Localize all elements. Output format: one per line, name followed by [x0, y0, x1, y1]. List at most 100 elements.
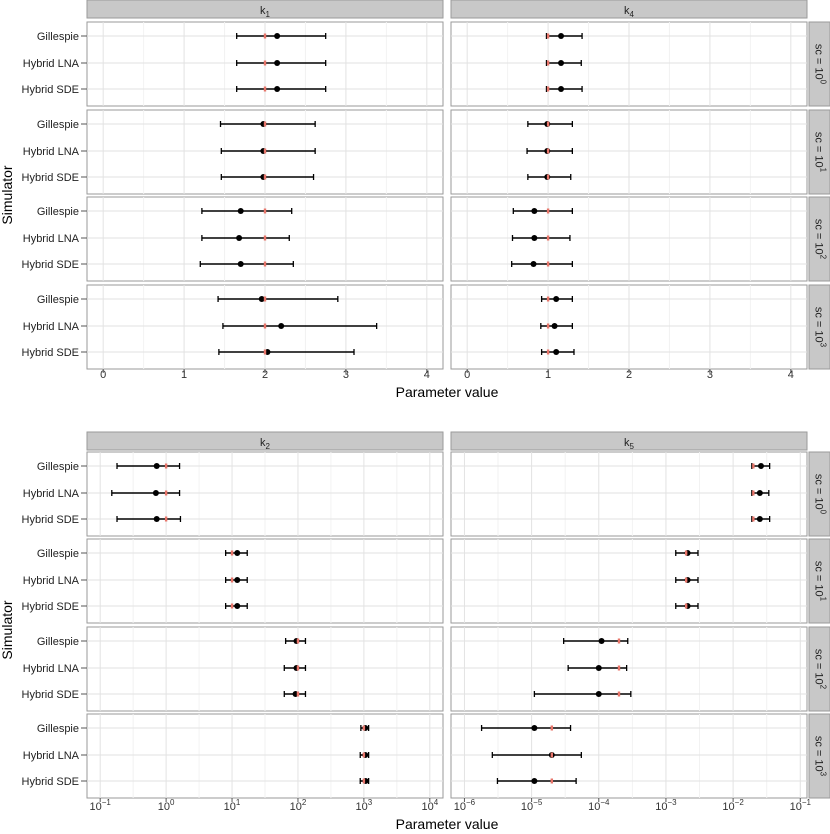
x-tick-label: 10−5 — [521, 798, 543, 813]
sc-strip-text: sc = 10 — [813, 474, 825, 510]
row-label: Hybrid SDE — [22, 689, 79, 701]
x-tick-exponent: 4 — [434, 798, 439, 807]
x-tick-label: 102 — [290, 798, 307, 813]
param-subscript: 5 — [630, 442, 635, 451]
sc-strip — [808, 713, 830, 799]
x-tick-label: 4 — [788, 369, 794, 381]
x-tick-label: 2 — [262, 369, 268, 381]
x-tick-label: 101 — [224, 798, 241, 813]
x-tick-label: 10−1 — [790, 798, 812, 813]
x-tick-text: 3 — [707, 369, 713, 381]
sc-strip-label: sc = 103 — [813, 307, 828, 348]
x-tick-exponent: 2 — [302, 798, 307, 807]
sc-strip-text: sc = 10 — [813, 132, 825, 168]
row-label: Gillespie — [37, 119, 79, 131]
sc-strip-label: sc = 103 — [813, 736, 828, 777]
panel-background — [450, 538, 808, 624]
row-label: Hybrid SDE — [22, 776, 79, 788]
estimate-point — [558, 60, 565, 66]
sc-strip — [808, 284, 830, 370]
x-tick-label: 1 — [181, 369, 187, 381]
estimate-point — [530, 261, 537, 267]
param-name: k — [260, 5, 266, 17]
x-tick-label: 0 — [100, 369, 106, 381]
sc-strip-exponent: 3 — [819, 343, 828, 348]
estimate-point — [756, 516, 763, 522]
x-tick-label: 10−4 — [588, 798, 610, 813]
param-subscript: 1 — [266, 10, 271, 19]
param-subscript: 4 — [630, 10, 635, 19]
row-label: Hybrid LNA — [23, 663, 80, 675]
x-tick-base: 10 — [521, 801, 533, 813]
row-label: Gillespie — [37, 294, 79, 306]
sc-strip-text: sc = 10 — [813, 736, 825, 772]
x-tick-base: 10 — [421, 801, 433, 813]
sc-strip — [808, 196, 830, 282]
estimate-point — [531, 208, 538, 214]
row-label: Hybrid LNA — [23, 146, 80, 158]
estimate-point — [595, 691, 602, 697]
sc-strip — [808, 109, 830, 195]
estimate-point — [531, 778, 538, 784]
sc-strip-text: sc = 10 — [813, 307, 825, 343]
x-tick-base: 10 — [655, 801, 667, 813]
x-tick-text: 1 — [545, 369, 551, 381]
x-tick-exponent: −1 — [802, 798, 812, 807]
param-strip — [86, 0, 444, 19]
estimate-point — [757, 463, 764, 469]
param-name: k — [624, 437, 630, 449]
sc-strip-label: sc = 102 — [813, 219, 828, 260]
x-tick-base: 10 — [89, 801, 101, 813]
param-strip — [450, 431, 808, 451]
row-label: Gillespie — [37, 548, 79, 560]
estimate-point — [756, 490, 763, 496]
x-tick-exponent: −3 — [668, 798, 678, 807]
x-tick-label: 0 — [464, 369, 470, 381]
x-tick-label: 10−6 — [454, 798, 476, 813]
x-tick-label: 10−3 — [655, 798, 677, 813]
estimate-point — [278, 323, 285, 329]
x-tick-exponent: −4 — [600, 798, 610, 807]
estimate-point — [153, 516, 160, 522]
estimate-point — [553, 296, 560, 302]
row-label: Hybrid LNA — [23, 58, 80, 70]
x-tick-label: 100 — [158, 798, 175, 813]
row-label: Hybrid LNA — [23, 233, 80, 245]
estimate-point — [551, 323, 558, 329]
x-axis-label: Parameter value — [396, 384, 499, 400]
estimate-point — [595, 665, 602, 671]
x-tick-text: 4 — [788, 369, 794, 381]
sc-strip-exponent: 2 — [819, 685, 828, 690]
x-tick-base: 10 — [588, 801, 600, 813]
row-label: Hybrid LNA — [23, 488, 80, 500]
estimate-point — [258, 296, 265, 302]
estimate-point — [274, 86, 281, 92]
x-tick-text: 3 — [343, 369, 349, 381]
sc-strip — [808, 21, 830, 107]
x-tick-exponent: 1 — [236, 798, 241, 807]
row-label: Hybrid SDE — [22, 514, 79, 526]
x-tick-label: 103 — [356, 798, 373, 813]
x-tick-base: 10 — [224, 801, 236, 813]
estimate-point — [274, 60, 281, 66]
x-tick-exponent: −6 — [466, 798, 476, 807]
x-tick-base: 10 — [356, 801, 368, 813]
estimate-point — [153, 463, 160, 469]
x-tick-exponent: −5 — [533, 798, 543, 807]
param-strip — [86, 431, 444, 451]
x-tick-exponent: 3 — [368, 798, 373, 807]
x-tick-label: 1 — [545, 369, 551, 381]
y-axis-label: Simulator — [0, 165, 15, 224]
estimate-point — [558, 86, 565, 92]
sc-strip-exponent: 0 — [819, 80, 828, 85]
x-tick-text: 2 — [626, 369, 632, 381]
param-subscript: 2 — [266, 442, 271, 451]
estimate-point — [234, 550, 241, 556]
row-label: Hybrid SDE — [22, 172, 79, 184]
row-label: Gillespie — [37, 636, 79, 648]
row-label: Hybrid SDE — [22, 347, 79, 359]
estimate-point — [234, 603, 241, 609]
sc-strip-label: sc = 100 — [813, 474, 828, 515]
estimate-point — [598, 638, 605, 644]
sc-strip-exponent: 1 — [819, 597, 828, 602]
